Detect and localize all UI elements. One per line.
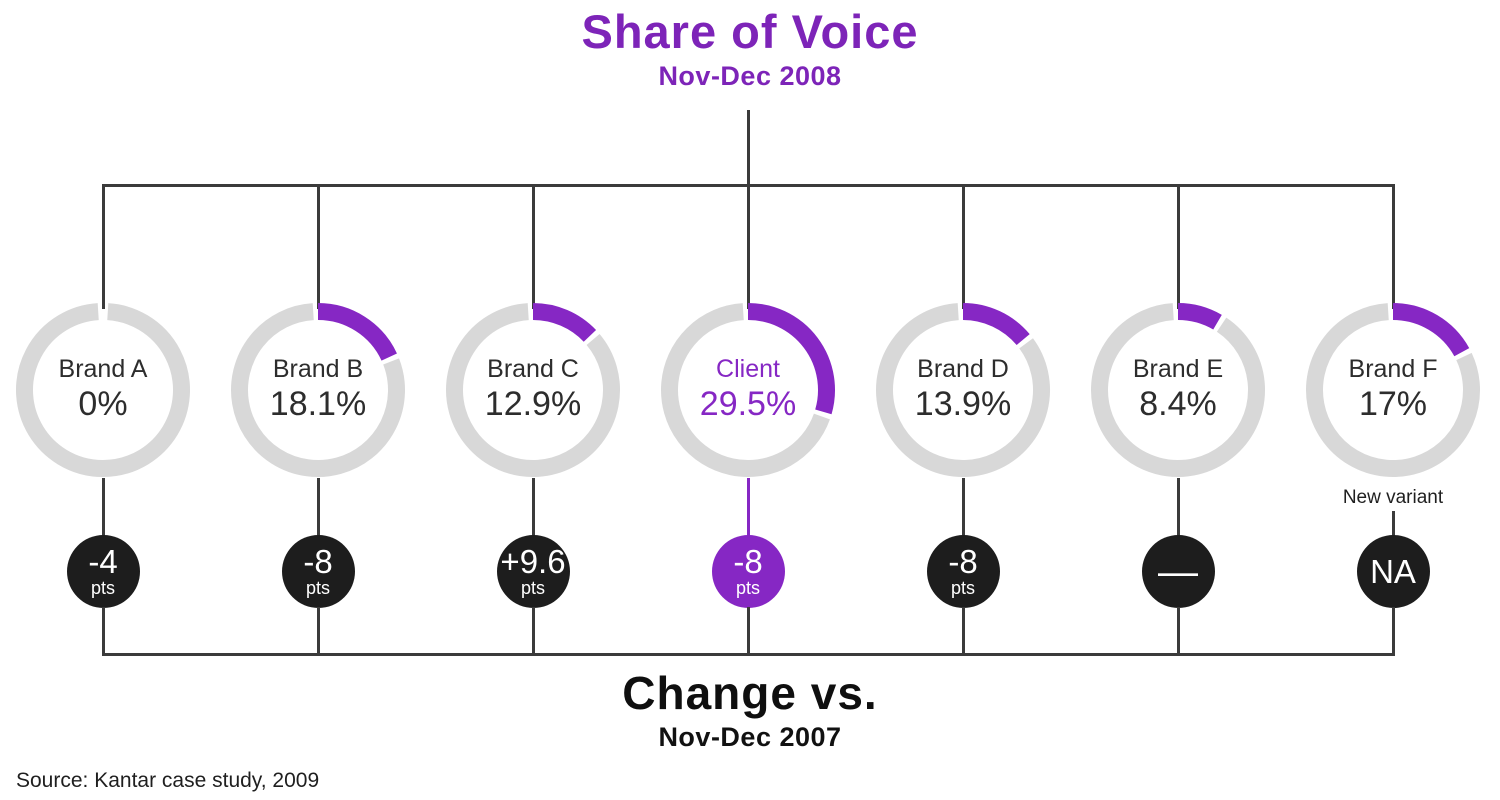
change-value: -8 <box>948 542 978 580</box>
change-unit: pts <box>520 577 545 598</box>
rail-to-donut-line <box>531 184 535 309</box>
page-subtitle: Nov-Dec 2008 <box>658 61 842 91</box>
badge-to-rail-line <box>1176 607 1180 656</box>
donut-to-badge-line <box>531 478 535 537</box>
change-unit: pts <box>950 577 975 598</box>
donut-ring <box>446 303 620 477</box>
share-value: 29.5% <box>699 384 797 423</box>
donut-segment-remainder <box>446 303 620 477</box>
rail-to-donut-line <box>101 184 105 309</box>
badge-to-rail-line <box>746 607 750 656</box>
share-value: 17% <box>1358 384 1428 423</box>
donut-ring <box>1091 303 1265 477</box>
donut-center-text: Brand A 0% <box>15 302 191 478</box>
change-value: +9.6 <box>500 542 566 580</box>
donut-to-badge-line <box>746 478 750 537</box>
rail-to-donut-line <box>316 184 320 309</box>
note-new-variant: New variant <box>1342 487 1444 508</box>
change-badge: — <box>1141 535 1215 608</box>
donut-to-badge-line <box>101 478 105 537</box>
change-value: — <box>1158 549 1198 594</box>
donut-segment-share <box>747 303 835 415</box>
donut-segment-remainder <box>231 303 405 477</box>
comparison-subtitle: Nov-Dec 2007 <box>658 722 842 752</box>
rail-to-donut-line <box>746 184 750 309</box>
donut-to-badge-line <box>316 478 320 537</box>
donut-center-text: Brand B 18.1% <box>230 302 406 478</box>
change-badge: NA <box>1356 535 1430 608</box>
badge-to-rail-line <box>101 607 105 656</box>
change-unit: pts <box>90 577 115 598</box>
brand-label: Client <box>716 355 780 384</box>
change-badge: -8 pts <box>926 535 1000 608</box>
comparison-title: Change vs. <box>622 667 878 719</box>
donut-center-text: Client 29.5% <box>660 302 836 478</box>
donut-ring <box>231 303 405 477</box>
rail-to-donut-line <box>1391 184 1395 309</box>
change-value: -8 <box>303 542 333 580</box>
donut-ring <box>876 303 1050 477</box>
donut-segment-share <box>317 303 397 361</box>
change-unit: pts <box>735 577 760 598</box>
badge-to-rail-line <box>1391 607 1395 656</box>
change-badge: -4 pts <box>66 535 140 608</box>
header-stem-line <box>746 110 750 187</box>
donut-center-text: Brand C 12.9% <box>445 302 621 478</box>
donut-segment-remainder <box>1091 303 1265 477</box>
source-text: Source: Kantar case study, 2009 <box>16 769 320 792</box>
donut-center-text: Brand D 13.9% <box>875 302 1051 478</box>
donut-center-text: Brand F 17% <box>1305 302 1481 478</box>
donut-to-badge-line <box>1176 478 1180 537</box>
page-title: Share of Voice <box>581 5 919 58</box>
brand-label: Brand F <box>1348 355 1438 384</box>
change-value: NA <box>1370 553 1416 590</box>
donut-segment-remainder <box>661 303 830 477</box>
donut-ring <box>661 303 835 477</box>
brand-label: Brand D <box>917 355 1009 384</box>
rail-to-donut-line <box>1176 184 1180 309</box>
share-value: 0% <box>78 384 128 423</box>
change-value: -8 <box>733 542 763 580</box>
change-value: -4 <box>88 542 118 580</box>
badge-to-rail-line <box>531 607 535 656</box>
share-value: 13.9% <box>914 384 1012 423</box>
brand-label: Brand C <box>487 355 579 384</box>
change-badge: -8 pts <box>711 535 785 608</box>
donut-segment-share <box>962 303 1030 346</box>
change-badge: +9.6 pts <box>496 535 570 608</box>
rail-to-donut-line <box>961 184 965 309</box>
donut-ring <box>1306 303 1480 477</box>
change-unit: pts <box>305 577 330 598</box>
donut-segment-remainder <box>1306 303 1480 477</box>
brand-label: Brand A <box>58 355 148 384</box>
donut-segment-remainder <box>876 303 1050 477</box>
donut-segment-remainder <box>16 303 190 477</box>
badge-to-rail-line <box>316 607 320 656</box>
badge-to-rail-line <box>961 607 965 656</box>
donut-segment-share <box>1392 303 1470 357</box>
donut-segment-share <box>1177 303 1222 330</box>
share-value: 12.9% <box>484 384 582 423</box>
donut-to-badge-line <box>1391 511 1395 537</box>
share-value: 8.4% <box>1139 384 1217 423</box>
share-value: 18.1% <box>269 384 367 423</box>
brand-label: Brand B <box>272 355 364 384</box>
brand-label: Brand E <box>1132 355 1224 384</box>
donut-to-badge-line <box>961 478 965 537</box>
donut-ring <box>16 303 190 477</box>
change-badge: -8 pts <box>281 535 355 608</box>
donut-center-text: Brand E 8.4% <box>1090 302 1266 478</box>
donut-segment-share <box>532 303 597 342</box>
